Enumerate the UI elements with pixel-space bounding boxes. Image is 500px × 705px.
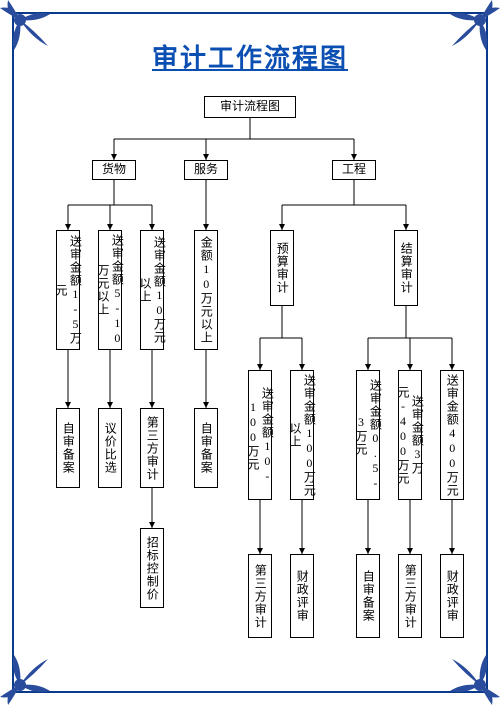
title-text: 审计工作流程图 (152, 44, 348, 73)
page: 审计工作流程图 审计流程图货物 服务 工程送审金额1-5万元送审金额5-10万元以上… (0, 0, 500, 705)
node-pb1o: 第三方审计 (248, 554, 272, 638)
node-s1: 金额10万元以上 (194, 230, 218, 350)
node-label: 预算审计 (275, 242, 289, 294)
node-pf3o: 财政评审 (440, 554, 464, 638)
node-cat_service: 服务 (184, 160, 228, 180)
node-label: 货物 (102, 163, 126, 176)
node-g1: 送审金额1-5万元 (56, 230, 80, 350)
node-g3o2: 招标控制价 (140, 528, 164, 608)
node-label: 结算审计 (399, 242, 413, 294)
node-pb1: 送审金额10-100万元 (248, 370, 272, 500)
node-pf3: 送审金额400万元 (440, 370, 464, 500)
node-label: 送审金额10万元以上 (138, 233, 167, 347)
node-label: 议价比选 (103, 422, 117, 474)
node-pf1o: 自审备案 (356, 554, 380, 638)
node-label: 自审备案 (361, 570, 375, 622)
node-s1o: 自审备案 (194, 408, 218, 488)
node-label: 送审金额0.5-3万元 (354, 373, 383, 497)
node-label: 财政评审 (295, 570, 309, 622)
node-label: 第三方审计 (403, 564, 417, 629)
node-root: 审计流程图 (204, 96, 296, 118)
node-g3o: 第三方审计 (140, 408, 164, 488)
node-label: 服务 (194, 163, 218, 176)
node-g2o: 议价比选 (98, 408, 122, 488)
node-label: 自审备案 (61, 422, 75, 474)
node-label: 第三方审计 (145, 416, 159, 481)
node-label: 第三方审计 (253, 564, 267, 629)
node-label: 送审金额1-5万元 (54, 233, 83, 347)
node-g3: 送审金额10万元以上 (140, 230, 164, 350)
node-g2: 送审金额5-10万元以上 (98, 230, 122, 350)
node-p_final: 结算审计 (394, 230, 418, 306)
node-label: 送审金额3万元-400万元 (396, 373, 425, 497)
node-label: 财政评审 (445, 570, 459, 622)
node-label: 送审金额10-100万元 (246, 373, 275, 497)
node-p_budget: 预算审计 (270, 230, 294, 306)
node-label: 送审金额100万元以上 (288, 373, 317, 497)
node-g1o: 自审备案 (56, 408, 80, 488)
node-label: 自审备案 (199, 422, 213, 474)
node-label: 送审金额5-10万元以上 (96, 233, 125, 347)
node-pf2: 送审金额3万元-400万元 (398, 370, 422, 500)
node-cat_project: 工程 (332, 160, 376, 180)
node-pf1: 送审金额0.5-3万元 (356, 370, 380, 500)
node-label: 招标控制价 (145, 536, 159, 601)
node-pf2o: 第三方审计 (398, 554, 422, 638)
node-cat_goods: 货物 (92, 160, 136, 180)
node-label: 工程 (342, 163, 366, 176)
node-label: 审计流程图 (220, 100, 280, 113)
page-title: 审计工作流程图 (0, 38, 500, 75)
node-pb2: 送审金额100万元以上 (290, 370, 314, 500)
node-label: 金额10万元以上 (199, 236, 213, 344)
node-pb2o: 财政评审 (290, 554, 314, 638)
node-label: 送审金额400万元 (445, 374, 459, 497)
